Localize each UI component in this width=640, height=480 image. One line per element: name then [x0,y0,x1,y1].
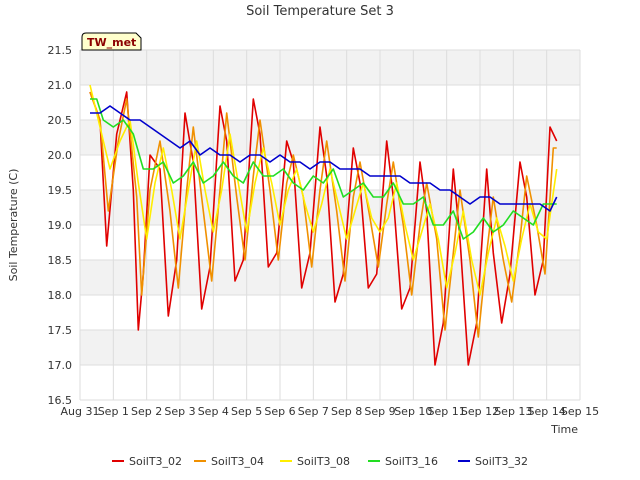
x-tick-label: Sep 7 [298,405,329,418]
plot-band [80,330,580,365]
x-tick-label: Sep 11 [428,405,466,418]
y-tick-label: 17.5 [48,324,73,337]
x-tick-label: Sep 3 [164,405,195,418]
legend-label: SoilT3_16 [385,455,438,468]
site-label: TW_met [87,36,136,49]
y-tick-label: 18.5 [48,254,73,267]
x-tick-label: Aug 31 [61,405,100,418]
x-tick-label: Sep 4 [198,405,229,418]
y-tick-label: 19.5 [48,184,73,197]
plot-band [80,120,580,155]
chart-title: Soil Temperature Set 3 [246,4,394,19]
y-tick-label: 20.5 [48,114,73,127]
series-line-SoilT3_08 [89,84,558,296]
x-tick-label: Sep 5 [231,405,262,418]
y-tick-label: 16.5 [48,394,73,407]
site-label-tag [81,32,142,51]
series-line-SoilT3_02 [89,91,558,366]
site-label-box: TW_met [81,32,142,51]
y-tick-labels: 16.5 17.0 17.5 18.0 18.5 19.0 19.5 20.0 20.5 21.0… [48,44,73,407]
grid-lines [79,49,581,401]
x-tick-label: Sep 2 [131,405,162,418]
x-axis-label: Time [550,423,578,436]
x-tick-label: Sep 13 [494,405,532,418]
x-tick-label: Sep 9 [364,405,395,418]
y-tick-label: 17.0 [48,359,73,372]
x-tick-label: Sep 12 [461,405,499,418]
x-tick-label: Sep 15 [561,405,599,418]
y-tick-label: 21.0 [48,79,73,92]
legend-label: SoilT3_02 [129,455,182,468]
series-lines [89,84,558,366]
x-tick-label: Sep 6 [264,405,295,418]
legend: SoilT3_02 SoilT3_04 SoilT3_08 SoilT3_16 Soil… [112,455,528,468]
legend-label: SoilT3_32 [475,455,528,468]
legend-label: SoilT3_04 [211,455,264,468]
x-tick-label: Sep 1 [98,405,129,418]
y-tick-label: 20.0 [48,149,73,162]
y-tick-label: 19.0 [48,219,73,232]
series-line-SoilT3_04 [89,91,557,338]
series-line-SoilT3_32 [90,105,558,212]
y-tick-label: 21.5 [48,44,73,57]
y-axis-label: Soil Temperature (C) [7,169,20,282]
x-tick-label: Sep 10 [394,405,432,418]
x-tick-label: Sep 8 [331,405,362,418]
y-tick-label: 18.0 [48,289,73,302]
legend-label: SoilT3_08 [297,455,350,468]
plot-band [80,50,580,85]
x-tick-label: Sep 14 [528,405,566,418]
series-line-SoilT3_16 [90,98,557,240]
